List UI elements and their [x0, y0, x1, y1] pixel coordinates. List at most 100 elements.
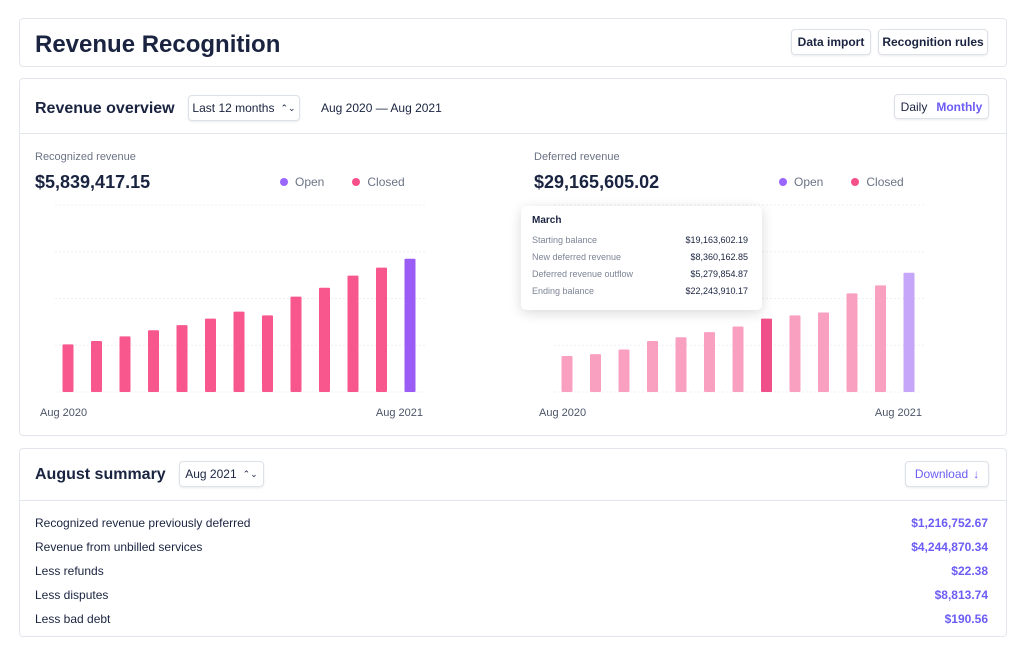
- month-select[interactable]: Aug 2021 ⌃⌄: [179, 461, 264, 487]
- bar: [205, 318, 216, 392]
- tooltip-label: Ending balance: [532, 286, 595, 296]
- divider: [20, 133, 1006, 134]
- tooltip-label: Deferred revenue outflow: [532, 269, 634, 279]
- bar: [761, 318, 772, 392]
- bar: [903, 272, 915, 392]
- tooltip-label: New deferred revenue: [532, 252, 622, 262]
- chart-total: $5,839,417.15: [35, 172, 151, 192]
- summary-row: Recognized revenue previously deferred $1…: [35, 516, 988, 530]
- bar: [290, 296, 302, 392]
- legend-label: Closed: [367, 175, 405, 189]
- chart-total: $29,165,605.02: [534, 172, 660, 192]
- legend: Open Closed: [280, 175, 405, 189]
- bar: [376, 267, 387, 392]
- legend-dot: [851, 178, 860, 186]
- divider: [20, 500, 1006, 501]
- bar: [590, 354, 601, 392]
- bar: [404, 258, 416, 392]
- chart-subtitle: Recognized revenue: [35, 151, 136, 163]
- row-label: Less disputes: [35, 588, 109, 602]
- select-text: Aug 2021: [185, 467, 237, 481]
- summary-row: Less refunds $22.38: [35, 564, 988, 578]
- x-tick-label: Aug 2021: [376, 407, 423, 419]
- tooltip-label: Starting balance: [532, 235, 598, 245]
- bar: [119, 336, 131, 392]
- legend: Open Closed: [779, 175, 904, 189]
- row-value: $190.56: [944, 612, 988, 626]
- section-title: August summary: [35, 466, 166, 483]
- x-tick-label: Aug 2021: [875, 407, 922, 419]
- legend-label: Closed: [866, 175, 904, 189]
- bar: [347, 275, 359, 392]
- bar: [62, 344, 74, 392]
- bar: [732, 326, 744, 392]
- bar: [91, 341, 102, 392]
- bar: [148, 330, 159, 392]
- row-value: $4,244,870.34: [911, 540, 988, 554]
- tooltip-value: $5,279,854.87: [690, 269, 748, 279]
- row-value: $1,216,752.67: [911, 516, 988, 530]
- date-range: Aug 2020 — Aug 2021: [321, 101, 442, 115]
- bar-chart: Aug 2020 Aug 2021: [40, 204, 427, 419]
- legend-dot: [779, 178, 787, 186]
- row-label: Recognized revenue previously deferred: [35, 516, 251, 530]
- tooltip-row: New deferred revenue $8,360,162.85: [532, 252, 748, 262]
- bar: [647, 341, 658, 392]
- summary-card: August summary Aug 2021 ⌃⌄ Download ↓ Reco…: [19, 448, 1007, 637]
- row-label: Less refunds: [35, 564, 104, 578]
- legend-dot: [352, 178, 361, 186]
- chart-subtitle: Deferred revenue: [534, 151, 620, 163]
- bar: [618, 349, 630, 392]
- tooltip-row: Deferred revenue outflow $5,279,854.87: [532, 269, 748, 279]
- x-tick-label: Aug 2020: [539, 407, 586, 419]
- tooltip-row: Ending balance $22,243,910.17: [532, 286, 748, 296]
- button[interactable]: Data import: [791, 29, 871, 55]
- legend-item: Closed: [851, 175, 904, 189]
- tooltip-value: $8,360,162.85: [690, 252, 748, 262]
- bar: [319, 287, 330, 392]
- tooltip-value: $19,163,602.19: [685, 235, 748, 245]
- bar: [818, 312, 829, 392]
- button-text: Download: [914, 467, 969, 481]
- bar: [704, 332, 715, 392]
- row-label: Revenue from unbilled services: [35, 540, 203, 554]
- tooltip-title: March: [532, 215, 562, 226]
- tooltip: March Starting balance $19,163,602.19 New d…: [521, 206, 762, 310]
- tooltip-value: $22,243,910.17: [685, 286, 748, 296]
- legend-item: Closed: [352, 175, 405, 189]
- summary-row: Revenue from unbilled services $4,244,870…: [35, 540, 988, 554]
- bar: [875, 285, 886, 392]
- legend-label: Open: [794, 175, 824, 189]
- legend-item: Open: [280, 175, 324, 189]
- chevron: ⌃⌄: [280, 102, 296, 113]
- section-title: Revenue overview: [35, 100, 175, 117]
- bar: [789, 315, 801, 392]
- row-value: $8,813.74: [934, 588, 988, 602]
- bar: [262, 315, 273, 392]
- toggle: Daily Monthly: [894, 94, 989, 119]
- header-card: Revenue Recognition Data import Recognit…: [19, 18, 1007, 67]
- legend-item: Open: [779, 175, 823, 189]
- chevron: ⌃⌄: [242, 468, 258, 479]
- toggle-option[interactable]: Daily: [900, 99, 928, 114]
- toggle-option[interactable]: Monthly: [936, 99, 983, 114]
- button[interactable]: Recognition rules: [878, 29, 988, 55]
- page-title: Revenue Recognition: [35, 31, 281, 58]
- range-select[interactable]: Last 12 months ⌃⌄: [188, 95, 300, 121]
- row-value: $22.38: [951, 564, 988, 578]
- bar: [846, 293, 858, 392]
- bar: [176, 325, 188, 392]
- summary-row: Less disputes $8,813.74: [35, 588, 988, 602]
- tooltip-row: Starting balance $19,163,602.19: [532, 235, 748, 245]
- legend-label: Open: [295, 175, 325, 189]
- row-label: Less bad debt: [35, 612, 111, 626]
- bar: [233, 311, 245, 392]
- arrow-icon: ↓: [973, 467, 980, 481]
- bar: [561, 356, 573, 392]
- download-button[interactable]: Download ↓: [905, 461, 989, 487]
- bar: [675, 337, 687, 392]
- x-tick-label: Aug 2020: [40, 407, 87, 419]
- legend-dot: [280, 178, 288, 186]
- summary-row: Less bad debt $190.56: [35, 612, 988, 626]
